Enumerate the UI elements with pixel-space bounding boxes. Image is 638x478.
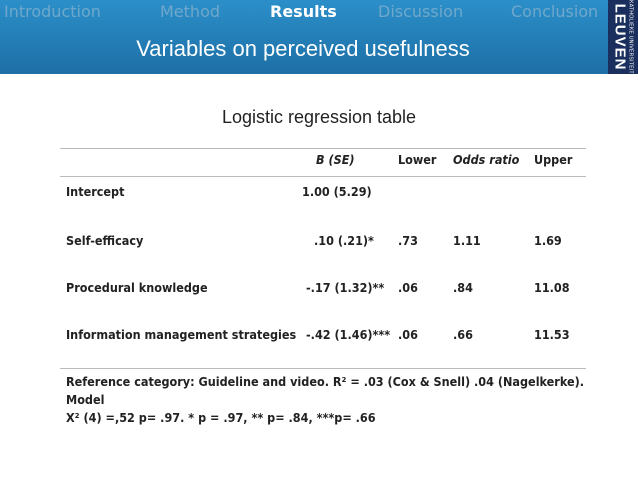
logo-big-text: LEUVEN	[611, 3, 629, 71]
header-upper: Upper	[534, 152, 573, 167]
slide-title: Variables on perceived usefulness	[136, 36, 470, 61]
row-b-se: .10 (.21)*	[314, 233, 374, 248]
nav-item-conclusion[interactable]: Conclusion	[511, 2, 599, 21]
nav-item-method[interactable]: Method	[160, 2, 221, 21]
row-lower: .06	[398, 327, 418, 342]
university-logo: KATHOLIEKE UNIVERSITEIT LEUVEN	[608, 0, 638, 74]
row-label: Self-efficacy	[66, 233, 144, 248]
row-lower: .06	[398, 280, 418, 295]
footnote-line-1: Reference category: Guideline and video.…	[66, 374, 585, 407]
row-label: Information management strategies	[66, 327, 297, 342]
row-upper: 11.08	[534, 280, 570, 295]
row-odds: .66	[453, 327, 473, 342]
row-b-se: -.42 (1.46)***	[306, 327, 391, 342]
nav-item-results[interactable]: Results	[270, 2, 337, 21]
row-lower: .73	[398, 233, 418, 248]
header-lower: Lower	[398, 152, 437, 167]
row-label: Intercept	[66, 184, 125, 199]
row-b-se: 1.00 (5.29)	[302, 184, 372, 199]
table-header-rule	[60, 176, 586, 177]
row-label: Procedural knowledge	[66, 280, 208, 295]
table-footnote: Reference category: Guideline and video.…	[66, 373, 586, 427]
header-b-se: B (SE)	[316, 152, 355, 167]
header-odds-ratio: Odds ratio	[453, 152, 520, 167]
table-bottom-rule	[60, 368, 586, 369]
regression-table: B (SE) Lower Odds ratio Upper Intercept …	[60, 146, 590, 425]
nav-item-introduction[interactable]: Introduction	[4, 2, 101, 21]
row-odds: .84	[453, 280, 473, 295]
footnote-line-2: X² (4) =,52 p= .97. * p = .97, ** p= .84…	[66, 410, 376, 425]
header-bar: Introduction Method Results Discussion C…	[0, 0, 638, 74]
nav-item-discussion[interactable]: Discussion	[378, 2, 464, 21]
section-nav: Introduction Method Results Discussion C…	[0, 0, 606, 22]
table-top-rule	[60, 148, 586, 149]
row-odds: 1.11	[453, 233, 481, 248]
row-b-se: -.17 (1.32)**	[306, 280, 385, 295]
table-subtitle: Logistic regression table	[221, 107, 417, 127]
row-upper: 11.53	[534, 327, 570, 342]
row-upper: 1.69	[534, 233, 562, 248]
